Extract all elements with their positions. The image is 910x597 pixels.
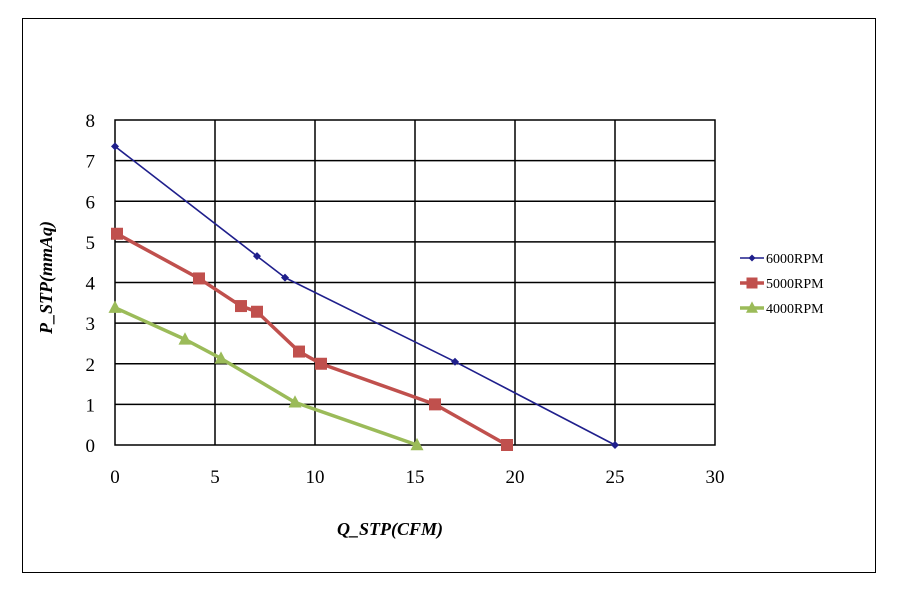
y-tick-label: 0 (86, 436, 96, 457)
series-6000RPM (111, 142, 619, 449)
tick-labels: 0 5 10 15 20 25 30 0 1 2 3 4 5 6 7 8 (86, 111, 725, 488)
grid-lines (115, 120, 715, 445)
y-tick-label: 5 (86, 233, 96, 254)
y-tick-label: 4 (86, 274, 96, 295)
data-point (235, 300, 247, 313)
legend-label: 5000RPM (766, 277, 824, 292)
data-point (251, 305, 263, 318)
x-tick-label: 0 (110, 467, 120, 488)
data-point (451, 357, 459, 366)
data-point (193, 272, 205, 285)
legend: 6000RPM 5000RPM 4000RPM (740, 252, 824, 317)
data-point (178, 332, 192, 345)
data-point (253, 252, 261, 261)
data-point (111, 142, 119, 151)
data-point (315, 357, 327, 370)
legend-marker (748, 254, 756, 262)
data-point (108, 300, 122, 313)
data-point (611, 441, 619, 449)
y-tick-label: 1 (86, 395, 96, 416)
legend-item: 5000RPM (740, 277, 824, 292)
data-point (288, 395, 302, 408)
series-4000RPM (108, 300, 424, 451)
legend-item: 6000RPM (740, 252, 824, 267)
legend-item: 4000RPM (740, 301, 824, 317)
legend-label: 6000RPM (766, 252, 824, 267)
x-tick-label: 15 (406, 467, 425, 488)
data-point (214, 351, 228, 364)
y-tick-label: 3 (86, 314, 96, 335)
series-layer (108, 142, 619, 451)
y-tick-label: 7 (86, 152, 96, 173)
y-axis-title: P_STP(mmAq) (36, 221, 57, 335)
legend-marker (746, 277, 758, 289)
y-tick-label: 8 (86, 111, 96, 132)
x-tick-label: 30 (706, 467, 725, 488)
data-point (410, 437, 424, 451)
x-tick-label: 5 (210, 467, 220, 488)
data-point (501, 439, 513, 451)
legend-label: 4000RPM (766, 302, 824, 317)
data-point (281, 273, 289, 282)
data-point (293, 345, 305, 358)
x-tick-label: 10 (306, 467, 325, 488)
y-tick-label: 2 (86, 355, 96, 376)
y-tick-label: 6 (86, 192, 96, 213)
legend-marker (746, 301, 758, 313)
series-5000RPM (111, 227, 513, 451)
data-point (111, 227, 123, 240)
x-axis-title: Q_STP(CFM) (337, 519, 443, 540)
x-tick-label: 25 (606, 467, 625, 488)
x-tick-label: 20 (506, 467, 525, 488)
series-line (116, 232, 508, 447)
data-point (429, 398, 441, 411)
